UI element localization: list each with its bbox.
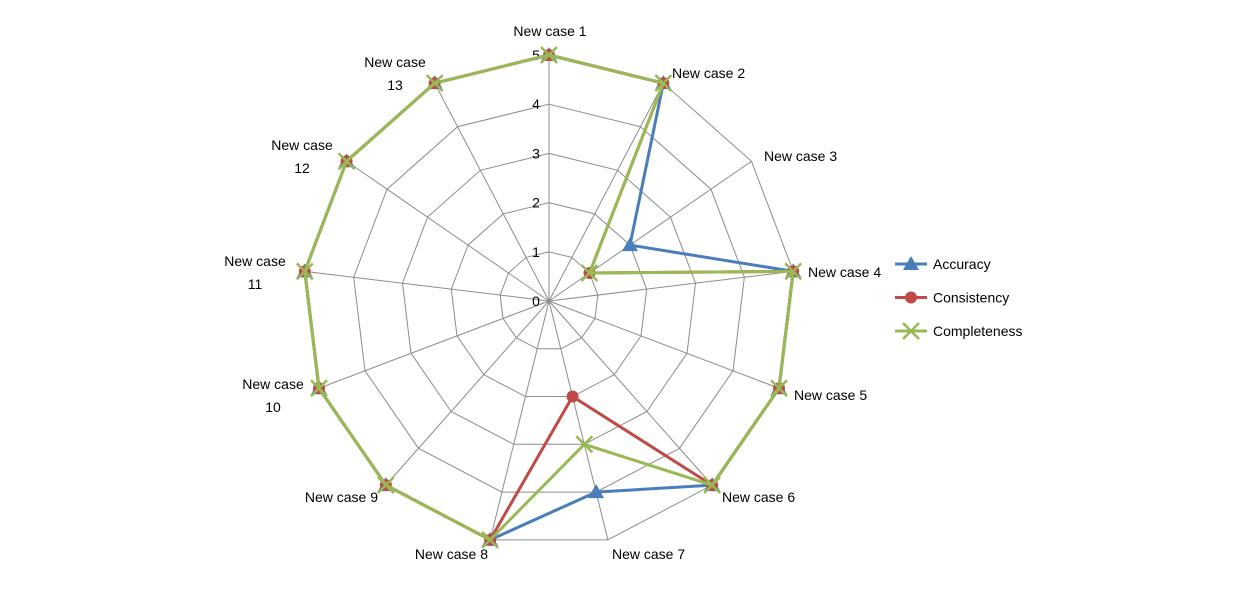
legend-item-accuracy: Accuracy xyxy=(895,256,991,272)
circle-marker xyxy=(905,291,917,304)
tick-label: 0 xyxy=(532,293,540,309)
category-label: New case 3 xyxy=(764,148,837,164)
series-line-completeness xyxy=(303,53,795,542)
grid xyxy=(304,54,794,541)
legend-item-completeness: Completeness xyxy=(895,322,1023,340)
x-marker xyxy=(481,530,500,549)
category-labels: New case 1 New case 2 New case 3 New case 4… xyxy=(224,23,881,562)
tick-label: 1 xyxy=(532,244,540,260)
grid-spoke xyxy=(346,160,550,302)
grid-spoke xyxy=(385,300,550,486)
grid-spoke xyxy=(434,82,550,302)
category-label: New case 9 xyxy=(305,489,378,505)
grid-spoke xyxy=(489,300,550,540)
category-label: New case 7 xyxy=(612,546,685,562)
tick-label: 5 xyxy=(532,47,540,63)
triangle-marker xyxy=(588,484,605,499)
x-marker xyxy=(425,74,444,93)
grid-spoke xyxy=(304,270,550,302)
grid-spoke xyxy=(548,82,664,302)
grid-spoke xyxy=(548,300,609,540)
category-label: New case 12 xyxy=(271,137,333,176)
x-marker xyxy=(295,262,314,281)
category-label: New case 4 xyxy=(808,264,881,280)
x-marker xyxy=(337,152,356,171)
grid-ring xyxy=(401,152,697,445)
category-label: New case 11 xyxy=(224,253,286,292)
circle-marker xyxy=(566,390,579,403)
x-marker xyxy=(376,476,395,495)
series xyxy=(295,46,803,549)
triangle-marker xyxy=(903,256,919,270)
x-marker xyxy=(540,46,558,64)
x-marker xyxy=(770,379,788,398)
category-label: New case 8 xyxy=(415,546,488,562)
x-marker xyxy=(703,476,722,495)
legend-item-consistency: Consistency xyxy=(895,290,1009,306)
grid-spoke xyxy=(318,300,550,389)
grid-spoke xyxy=(548,300,713,486)
category-label: New case 13 xyxy=(364,54,426,93)
grid-ring xyxy=(450,202,648,398)
grid-spoke xyxy=(548,300,780,389)
category-label: New case 5 xyxy=(794,387,867,403)
triangle-marker xyxy=(621,237,638,252)
x-marker xyxy=(575,435,594,454)
x-marker xyxy=(310,379,328,398)
tick-label: 4 xyxy=(532,96,540,112)
grid-ring xyxy=(353,103,745,493)
tick-labels: 0 1 2 3 4 5 xyxy=(532,47,540,309)
x-marker xyxy=(784,262,803,281)
category-label: New case 2 xyxy=(672,65,745,81)
legend-label: Accuracy xyxy=(933,256,991,272)
legend: Accuracy Consistency Completeness xyxy=(895,256,1023,340)
x-marker xyxy=(902,322,920,340)
grid-spoke xyxy=(548,270,794,302)
legend-label: Consistency xyxy=(933,290,1009,306)
legend-label: Completeness xyxy=(933,323,1023,339)
category-label: New case 10 xyxy=(242,376,304,415)
grid-spoke xyxy=(548,160,752,302)
x-marker xyxy=(654,74,673,93)
x-marker xyxy=(580,264,599,282)
category-label: New case 1 xyxy=(513,23,586,39)
tick-label: 2 xyxy=(532,195,540,211)
category-label: New case 6 xyxy=(722,489,795,505)
tick-label: 3 xyxy=(532,145,540,161)
